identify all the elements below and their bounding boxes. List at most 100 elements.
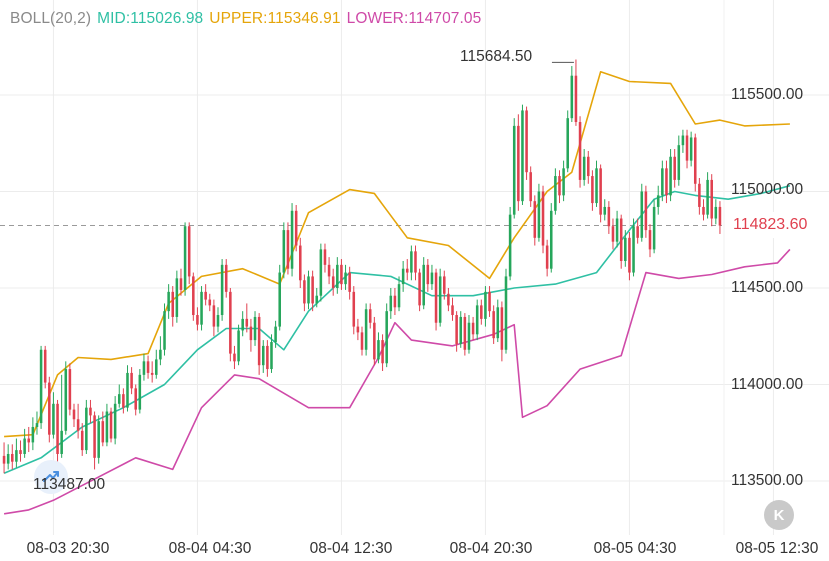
candle-body (624, 237, 627, 261)
candle-body (146, 361, 150, 373)
candle-body (455, 315, 458, 344)
boll-upper-line (4, 71, 790, 438)
candle-body (443, 276, 446, 294)
candle-body (434, 272, 438, 323)
candle-body (356, 326, 360, 333)
candle-body (72, 409, 76, 420)
candle-body (97, 421, 100, 458)
candle-body (163, 311, 166, 350)
candle-body (150, 372, 154, 375)
low-price-label: 113487.00 (33, 476, 106, 493)
candle-body (327, 264, 331, 277)
candle-body (430, 272, 434, 285)
candle-body (447, 293, 450, 306)
candle-body (159, 349, 162, 360)
candle-body (101, 421, 105, 443)
candle-body (31, 426, 35, 443)
candle-body (673, 156, 676, 180)
candle-body (23, 438, 26, 454)
candle-body (64, 369, 68, 431)
candle-body (27, 438, 31, 443)
candle-body (134, 388, 137, 410)
candle-body (689, 137, 693, 161)
high-price-label: 115684.50 (460, 48, 533, 65)
candle-body (171, 291, 175, 317)
candle-body (405, 268, 409, 273)
candle-body (521, 110, 524, 202)
candle-body (307, 276, 310, 304)
candle-body (89, 407, 92, 416)
candle-body (224, 264, 228, 292)
candle-body (130, 372, 133, 389)
candle-body (685, 135, 689, 161)
candle-body (208, 299, 212, 306)
candle-body (582, 156, 586, 180)
candle-body (2, 455, 6, 464)
candle-body (167, 291, 170, 312)
candle-body (554, 176, 557, 211)
candle-body (352, 291, 356, 327)
candle-body (52, 403, 55, 435)
candle-body (393, 295, 397, 308)
candle-body (303, 280, 306, 304)
candle-body (537, 191, 541, 238)
candle-body (216, 315, 220, 327)
candle-body (15, 450, 18, 462)
candle-body (348, 272, 351, 292)
boll-legend: BOLL(20,2) MID:115026.98 UPPER:115346.91 LO… (10, 10, 481, 28)
current-price-badge: 114823.60 (727, 212, 829, 238)
candle-body (702, 206, 705, 215)
candle-body (245, 318, 249, 327)
candle-body (183, 226, 187, 290)
candle-body (615, 218, 619, 242)
boll-lower-line (3, 248, 791, 515)
candle-body (644, 191, 648, 231)
candle-body (290, 210, 294, 269)
candle-body (632, 226, 635, 273)
trend-arrow-icon[interactable] (34, 460, 68, 494)
x-tick-label: 08-03 20:30 (26, 540, 110, 557)
candle-body (270, 342, 273, 370)
candle-body (693, 137, 697, 184)
y-tick-label: 115000.00 (731, 181, 804, 198)
k-line-button[interactable]: K (764, 500, 794, 530)
candle-body (648, 230, 652, 250)
candle-body (196, 315, 199, 325)
candle-body (117, 394, 121, 404)
candle-body (126, 372, 129, 408)
candle-body (459, 316, 463, 344)
candle-body (336, 264, 339, 288)
candle-body (187, 226, 191, 277)
candle-body (212, 305, 216, 327)
y-tick-label: 114500.00 (731, 279, 804, 296)
candle-body (467, 322, 471, 350)
candle-body (278, 272, 281, 327)
candle-body (397, 284, 401, 308)
candle-body (48, 382, 51, 435)
boll-legend-mid: MID:115026.98 (97, 10, 204, 27)
candle-body (677, 145, 681, 180)
candle-body (422, 264, 425, 306)
candle-body (204, 291, 207, 300)
candle-body (364, 309, 368, 350)
x-tick-label: 08-04 20:30 (449, 540, 533, 557)
candle-body (710, 179, 713, 219)
candle-body (574, 75, 578, 123)
candle-body (340, 264, 343, 285)
candle-body (496, 307, 500, 339)
candle-body (591, 176, 594, 204)
candle-body (562, 168, 565, 196)
candle-body (418, 272, 421, 306)
candle-body (39, 349, 43, 424)
candle-body (381, 340, 384, 364)
candle-body (179, 278, 183, 290)
candle-body (661, 168, 664, 196)
candle-body (471, 322, 475, 335)
boll-legend-upper: UPPER:115346.91 (209, 10, 341, 27)
candle-body (492, 311, 495, 339)
candle-body (619, 218, 623, 261)
candle-body (500, 307, 504, 350)
candle-body (480, 305, 483, 319)
candle-body (718, 206, 722, 226)
